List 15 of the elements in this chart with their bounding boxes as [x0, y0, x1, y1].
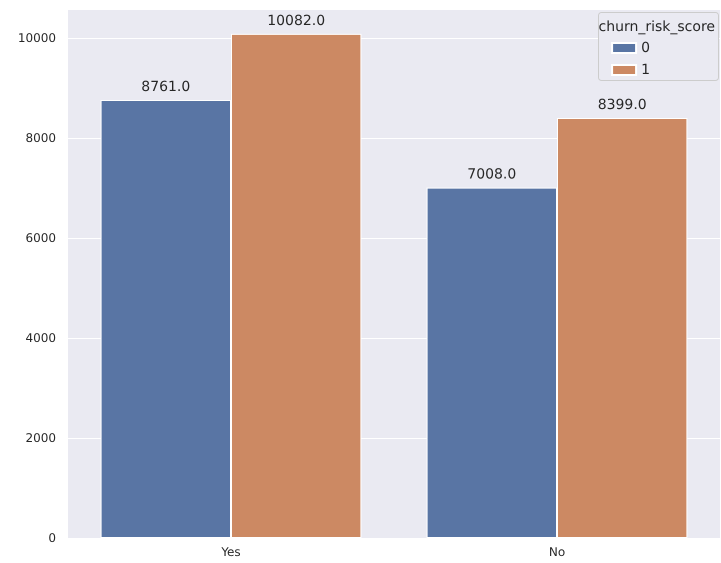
data-label: 10082.0 — [267, 12, 326, 29]
data-label: 7008.0 — [467, 166, 516, 183]
x-tick-label: Yes — [220, 545, 241, 559]
y-tick-label: 8000 — [25, 131, 56, 145]
y-tick-label: 4000 — [25, 331, 56, 345]
y-tick-label: 10000 — [18, 31, 56, 45]
legend-label: 0 — [641, 40, 650, 56]
y-tick-label: 6000 — [25, 231, 56, 245]
data-label: 8399.0 — [598, 97, 647, 114]
y-tick-label: 2000 — [25, 431, 56, 445]
legend-label: 1 — [641, 62, 650, 78]
legend-title: churn_risk_score — [598, 19, 716, 35]
y-tick-label: 0 — [48, 531, 56, 545]
data-label: 8761.0 — [141, 78, 190, 95]
x-tick-label: No — [548, 545, 566, 559]
